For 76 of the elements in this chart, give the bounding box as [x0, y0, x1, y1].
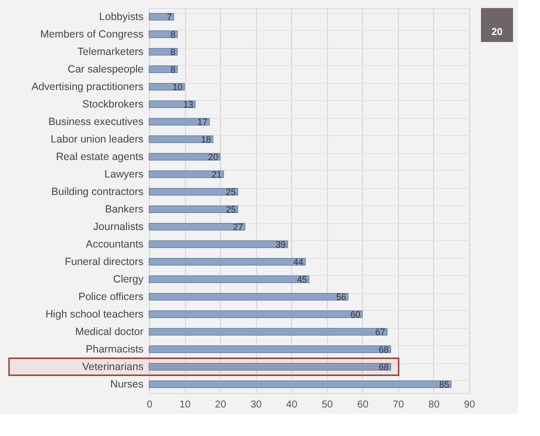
bar	[148, 363, 392, 370]
data-label: 56	[336, 292, 346, 302]
y-tick-label: Building contractors	[51, 186, 144, 198]
bar	[148, 346, 392, 353]
bar	[148, 310, 363, 318]
x-tick-label: 30	[250, 400, 262, 410]
bar	[148, 100, 196, 108]
bar	[148, 188, 238, 196]
y-tick-label: Clergy	[113, 273, 144, 286]
y-tick-label: Members of Congress	[40, 28, 144, 40]
data-label: 8	[170, 29, 176, 40]
y-tick-label: Real estate agents	[56, 150, 144, 163]
text: 20	[491, 27, 503, 38]
x-tick-label: 10	[179, 400, 192, 410]
x-tick-label: 50	[322, 400, 334, 410]
bar	[148, 276, 310, 283]
data-label: 68	[378, 344, 389, 354]
x-tick-label: 0	[146, 400, 153, 410]
y-tick-label: High school teachers	[45, 308, 144, 320]
y-tick-label: Bankers	[104, 203, 144, 216]
data-label: 45	[296, 274, 307, 284]
y-tick-label: Nurses	[110, 378, 144, 390]
y-tick-label: Funeral directors	[64, 256, 144, 268]
y-tick-label: Medical doctor	[75, 326, 144, 338]
y-tick-label: Journalists	[93, 220, 144, 233]
x-tick-label: 60	[357, 400, 369, 410]
data-label: 21	[212, 169, 222, 180]
bar	[148, 293, 348, 300]
data-label: 18	[200, 134, 211, 144]
data-label: 8	[170, 64, 176, 74]
y-tick-label: Pharmacists	[86, 343, 144, 356]
data-label: 25	[226, 186, 236, 197]
data-label: 7	[166, 12, 172, 22]
bar	[148, 170, 224, 178]
y-tick-label: Labor union leaders	[50, 133, 144, 146]
bar	[148, 66, 178, 73]
data-label: 67	[375, 326, 386, 337]
data-label: 20	[208, 152, 218, 162]
bar	[148, 118, 210, 126]
data-label: 85	[439, 379, 450, 390]
data-label: 10	[172, 82, 183, 92]
y-tick-label: Advertising practitioners	[31, 80, 144, 93]
bar	[148, 48, 178, 56]
y-tick-label: Car salespeople	[68, 63, 144, 76]
data-label: 25	[226, 204, 236, 214]
x-tick-label: 70	[392, 400, 404, 410]
x-tick-label: 20	[215, 400, 227, 410]
bar	[148, 258, 306, 266]
y-tick-label: Veterinarians	[82, 360, 144, 373]
bar	[148, 223, 246, 230]
x-tick-label: 40	[286, 400, 298, 410]
y-tick-label: Lobbyists	[99, 10, 144, 23]
data-label: 13	[183, 99, 194, 110]
y-tick-label: Police officers	[78, 290, 144, 303]
bar	[148, 328, 388, 336]
y-tick-label: Stockbrokers	[82, 98, 144, 110]
data-label: 44	[293, 256, 304, 267]
x-tick-label: 90	[464, 400, 476, 410]
data-label: 39	[276, 239, 286, 250]
bar	[148, 206, 238, 213]
y-tick-label: Lawyers	[104, 168, 144, 180]
data-label: 60	[350, 309, 360, 320]
data-label: 8	[170, 46, 176, 57]
data-label: 27	[232, 222, 243, 232]
bar	[148, 380, 452, 388]
bar	[148, 13, 174, 20]
data-label: 68	[378, 362, 389, 372]
y-tick-label: Telemarketers	[78, 46, 144, 58]
bar	[148, 240, 288, 248]
bar	[148, 136, 214, 143]
x-tick-label: 80	[428, 400, 440, 410]
bar	[148, 30, 178, 38]
y-tick-label: Business executives	[48, 116, 144, 128]
bar	[148, 153, 220, 160]
data-label: 17	[197, 116, 208, 127]
y-tick-label: Accountants	[86, 238, 144, 250]
